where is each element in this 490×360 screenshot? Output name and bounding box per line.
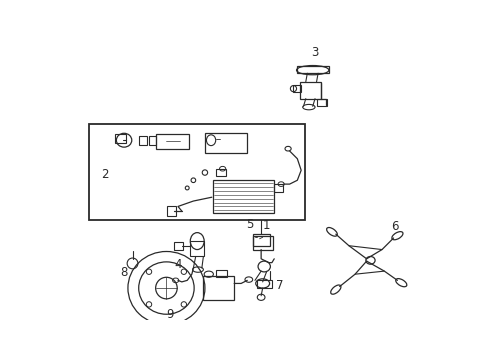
Bar — [296, 66, 329, 73]
Bar — [294, 85, 301, 93]
Bar — [205, 132, 247, 153]
Bar — [253, 236, 273, 249]
Bar — [274, 184, 283, 192]
Bar — [115, 134, 125, 143]
Text: 4: 4 — [174, 258, 182, 271]
Bar — [257, 280, 272, 288]
Bar — [156, 134, 189, 149]
Text: 7: 7 — [276, 279, 283, 292]
Bar — [89, 124, 305, 220]
Bar — [149, 136, 156, 145]
Text: 2: 2 — [101, 168, 109, 181]
Bar — [203, 276, 234, 300]
Bar — [217, 270, 227, 276]
Bar — [217, 169, 226, 176]
Text: 9: 9 — [167, 308, 174, 321]
Text: 6: 6 — [392, 220, 399, 233]
Bar — [317, 99, 327, 106]
Text: 3: 3 — [311, 46, 318, 59]
Bar — [213, 180, 274, 213]
Bar — [174, 242, 183, 249]
Text: 8: 8 — [121, 266, 128, 279]
Bar — [140, 136, 147, 145]
Bar — [300, 82, 321, 99]
Text: 5: 5 — [246, 218, 253, 231]
Bar — [190, 241, 204, 256]
Bar — [167, 206, 176, 216]
Text: 1: 1 — [263, 219, 270, 232]
Bar — [253, 234, 270, 247]
